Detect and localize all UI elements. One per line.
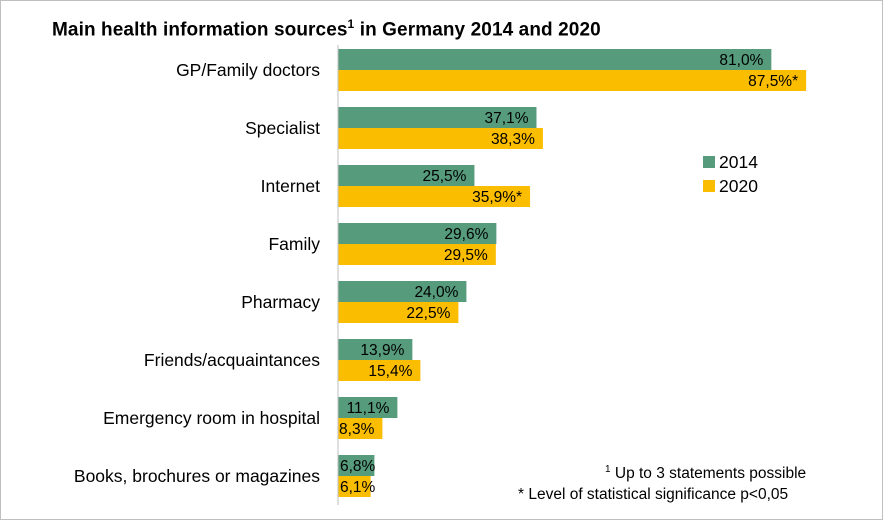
footnote-1-text: Up to 3 statements possible (610, 465, 807, 483)
bar-2020 (338, 70, 807, 91)
bar-2020 (338, 128, 543, 149)
bar-2014 (338, 49, 772, 70)
category-label: Family (268, 234, 320, 254)
bar-chart: 81,0% 87,5%* 37,1% 38,3% 25,5% 35,9%* 29,6% 29,… (74, 45, 807, 505)
bar-2020 (338, 244, 496, 265)
footnotes: 1 Up to 3 statements possible * Level of… (518, 464, 806, 508)
category-label: Internet (261, 176, 320, 196)
bar-2014 (338, 281, 467, 302)
legend-swatch-2020 (703, 180, 715, 192)
bar-2020 (338, 418, 383, 439)
category-label: Pharmacy (241, 292, 320, 312)
data-label-2014: 24,0% (414, 284, 458, 301)
bar-2020 (338, 186, 531, 207)
data-label-2014: 13,9% (360, 342, 404, 359)
data-label-2020: 35,9%* (472, 189, 522, 206)
bar-2014 (338, 107, 537, 128)
data-label-2020: 38,3% (491, 131, 535, 148)
title-suffix: in Germany 2014 and 2020 (354, 19, 601, 41)
bar-2014 (338, 223, 497, 244)
bar-2020 (338, 360, 421, 381)
legend: 2014 2020 (703, 150, 758, 198)
bar-2020 (338, 476, 371, 497)
legend-swatch-2014 (703, 156, 715, 168)
bar-2014 (338, 165, 475, 186)
category-label: Friends/acquaintances (144, 350, 320, 370)
bar-2014 (338, 397, 398, 418)
chart-title: Main health information sources1 in Germ… (52, 17, 601, 41)
title-superscript: 1 (347, 17, 355, 31)
data-label-2020: 29,5% (444, 247, 488, 264)
category-label: Specialist (245, 118, 320, 138)
legend-item-2014: 2014 (703, 150, 758, 174)
data-label-2014: 29,6% (444, 226, 488, 243)
bar-2020 (338, 302, 459, 323)
data-label-2020: 15,4% (368, 363, 412, 380)
legend-label-2014: 2014 (719, 151, 758, 172)
footnote-1-marker: 1 (605, 464, 611, 475)
category-label: GP/Family doctors (176, 60, 320, 80)
bar-2014 (338, 455, 375, 476)
data-label-2014: 11,1% (347, 400, 390, 417)
data-label-2020: 8,3% (339, 421, 375, 438)
category-label: Books, brochures or magazines (74, 466, 320, 486)
data-label-2014: 37,1% (485, 110, 529, 127)
data-label-2014: 25,5% (422, 168, 466, 185)
bar-2014 (338, 339, 413, 360)
footnote-1: 1 Up to 3 statements possible (518, 464, 806, 486)
legend-item-2020: 2020 (703, 174, 758, 198)
title-text: Main health information sources (52, 19, 348, 41)
data-label-2014: 81,0% (719, 52, 763, 69)
bars-group: 81,0% 87,5%* 37,1% 38,3% 25,5% 35,9%* 29,6% 29,… (338, 49, 807, 497)
data-label-2020: 6,1% (340, 479, 376, 496)
data-label-2020: 22,5% (406, 305, 450, 322)
legend-label-2020: 2020 (719, 175, 758, 196)
data-label-2020: 87,5%* (748, 73, 798, 90)
footnote-2: * Level of statistical significance p<0,… (518, 486, 789, 503)
data-label-2014: 6,8% (340, 458, 376, 475)
category-label: Emergency room in hospital (103, 408, 320, 428)
